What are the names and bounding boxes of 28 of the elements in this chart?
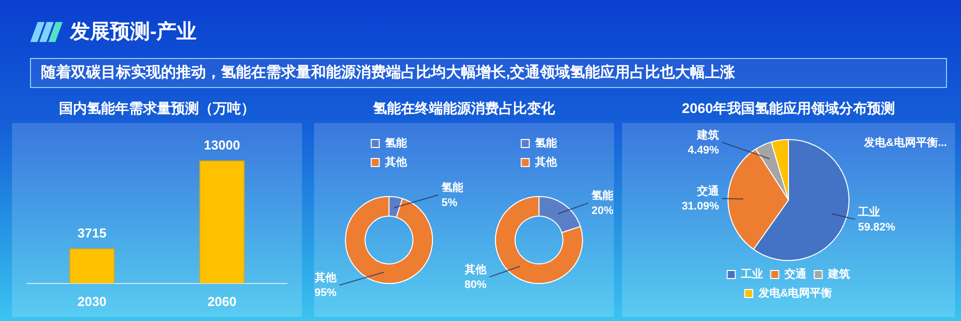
legend-label: 发电&电网平衡 — [757, 286, 832, 300]
x-tick-label: 2060 — [208, 294, 236, 309]
legend-label: 其他 — [384, 156, 408, 169]
legend-label: 交通 — [783, 268, 808, 281]
data-label: 13000 — [204, 138, 240, 153]
data-label: 3715 — [78, 225, 106, 240]
text: 发展预测-产业 — [70, 20, 197, 45]
data-label: 31.09% — [682, 200, 720, 213]
legend-label: 工业 — [740, 268, 763, 281]
chart-title: 国内氢能年需求量预测（万吨） — [58, 99, 256, 118]
text: 发电&电网平衡... — [864, 136, 947, 150]
legend-label: 氢能 — [384, 136, 408, 150]
legend-label: 氢能 — [534, 136, 558, 150]
slice-label: 交通 — [696, 184, 720, 198]
chart-title: 氢能在终端能源消费占比变化 — [372, 99, 556, 118]
data-label: 20% — [592, 205, 614, 218]
data-label: 95% — [314, 287, 337, 300]
data-label: 4.49% — [688, 144, 720, 156]
x-tick-label: 2030 — [78, 294, 106, 309]
legend-label: 其他 — [534, 156, 558, 169]
legend-label: 建筑 — [826, 268, 850, 281]
data-label: 80% — [464, 278, 487, 291]
data-label: 59.82% — [858, 221, 896, 234]
slice-label: 建筑 — [696, 128, 719, 142]
chart-title: 2060年我国氢能应用领域分布预测 — [680, 99, 896, 118]
slice-label: 工业 — [857, 205, 880, 218]
text: 随着双碳目标实现的推动，氢能在需求量和能源消费端占比均大幅增长,交通领域氢能应用占比也大幅上涨 — [30, 58, 947, 88]
data-label: 5% — [442, 196, 458, 209]
